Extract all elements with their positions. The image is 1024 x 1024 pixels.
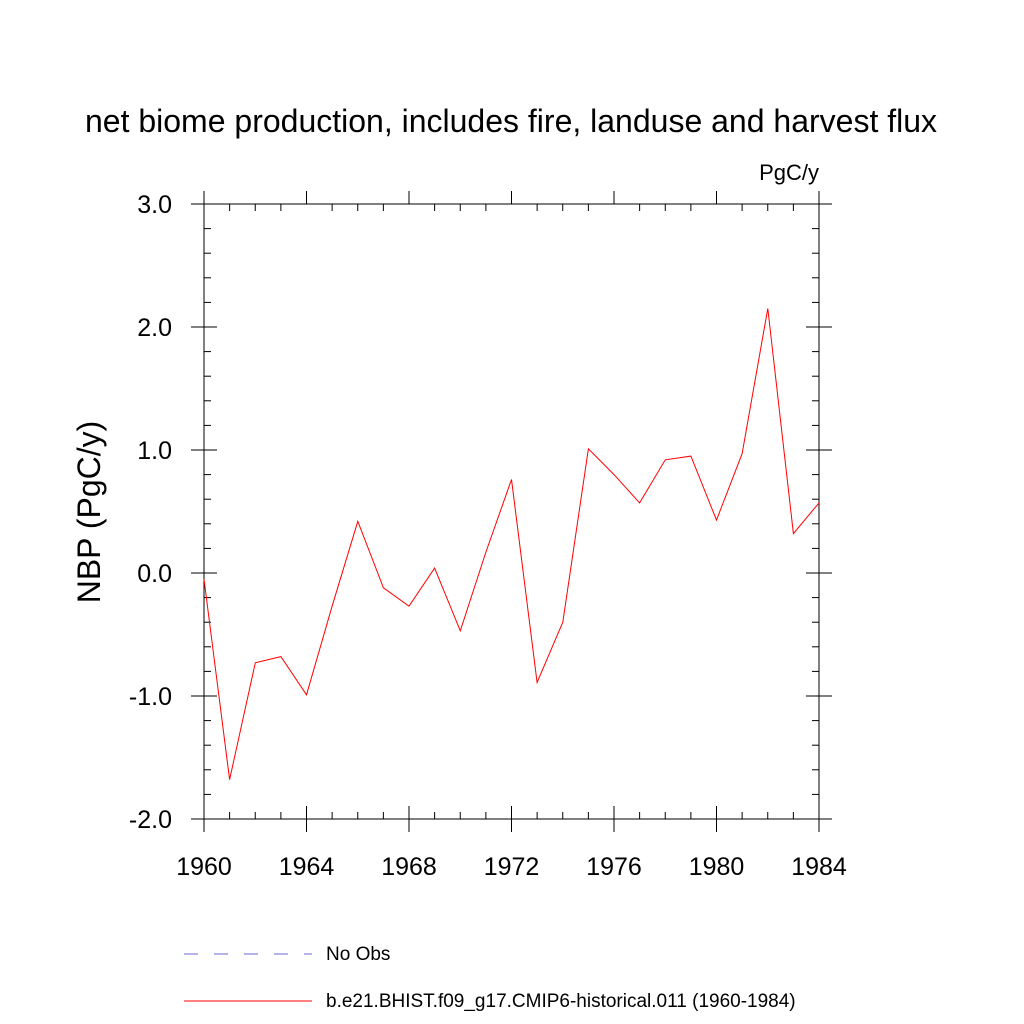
axis-ticks	[191, 191, 832, 832]
legend-label-no-obs: No Obs	[326, 944, 390, 965]
legend: No Obs b.e21.BHIST.f09_g17.CMIP6-histori…	[184, 944, 796, 1012]
y-tick-label: 0.0	[137, 560, 172, 588]
y-axis-title: NBP (PgC/y)	[71, 421, 107, 604]
plot-frame	[203, 203, 820, 820]
y-tick-label: 3.0	[137, 191, 172, 219]
chart-title: net biome production, includes fire, lan…	[85, 103, 937, 139]
y-tick-labels: -2.0 -1.0 0.0 1.0 2.0 3.0	[129, 191, 172, 834]
units-label: PgC/y	[759, 160, 819, 185]
x-tick-label: 1964	[279, 853, 335, 881]
y-tick-label: -2.0	[129, 806, 172, 834]
x-tick-labels: 1960 1964 1968 1972 1976 1980 1984	[176, 853, 847, 881]
series-group	[203, 308, 820, 780]
x-tick-label: 1984	[791, 853, 847, 881]
x-tick-label: 1972	[484, 853, 540, 881]
y-tick-label: 1.0	[137, 437, 172, 465]
x-tick-label: 1976	[586, 853, 642, 881]
x-tick-label: 1960	[176, 853, 232, 881]
y-tick-label: 2.0	[137, 314, 172, 342]
x-tick-label: 1968	[381, 853, 437, 881]
legend-label-historical: b.e21.BHIST.f09_g17.CMIP6-historical.011…	[326, 991, 796, 1012]
x-tick-label: 1980	[689, 853, 745, 881]
series-line	[203, 308, 820, 780]
y-tick-label: -1.0	[129, 683, 172, 711]
